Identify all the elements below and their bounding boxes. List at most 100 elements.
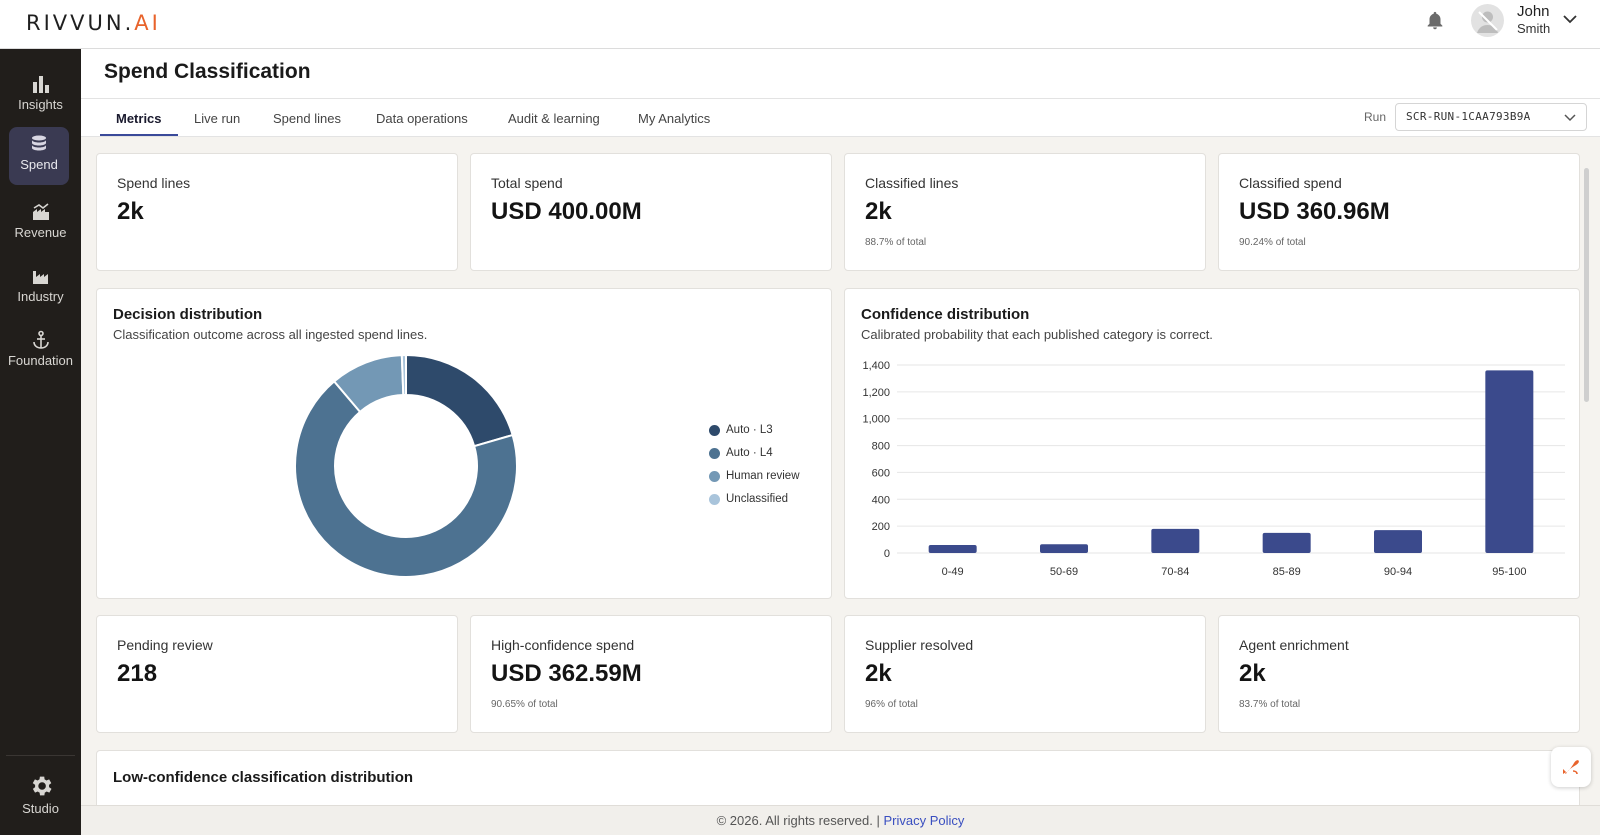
- donut-slice[interactable]: [400, 353, 407, 397]
- sidebar-item-studio[interactable]: Studio: [0, 769, 81, 829]
- x-tick-label: 95-100: [1492, 566, 1526, 578]
- legend-label: Human review: [726, 470, 800, 482]
- sidebar: Insights Spend Revenue Industry Foundati…: [0, 49, 81, 835]
- bar[interactable]: [1262, 532, 1311, 553]
- page-title: Spend Classification: [104, 60, 311, 83]
- tab-my-analytics[interactable]: My Analytics: [638, 111, 711, 126]
- brand-logo[interactable]: RIVVUN.AI: [26, 11, 161, 35]
- privacy-policy-link[interactable]: Privacy Policy: [883, 813, 965, 828]
- kpi-label: Classified lines: [865, 175, 959, 191]
- sidebar-item-label: Studio: [22, 801, 59, 816]
- sidebar-item-industry[interactable]: Industry: [0, 259, 81, 315]
- kpi-sub: 96% of total: [865, 699, 918, 710]
- low-confidence-card: Low-confidence classification distributi…: [96, 750, 1580, 810]
- run-select[interactable]: SCR-RUN-1CAA793B9A: [1395, 103, 1587, 131]
- tab-metrics[interactable]: Metrics: [116, 111, 162, 126]
- panel-title: Low-confidence classification distributi…: [113, 769, 414, 786]
- kpi-label: Pending review: [117, 637, 213, 653]
- user-placeholder-icon: [1477, 11, 1498, 33]
- kpi-sub: 88.7% of total: [865, 237, 927, 248]
- kpi-value: 2k: [117, 198, 144, 225]
- sidebar-item-label: Revenue: [14, 225, 67, 240]
- kpi-label: Classified spend: [1239, 175, 1342, 191]
- y-tick-label: 200: [872, 521, 890, 533]
- kpi-sub: 90.24% of total: [1239, 237, 1306, 248]
- x-tick-label: 85-89: [1273, 566, 1301, 578]
- kpi-label: Total spend: [491, 175, 563, 191]
- active-tab-indicator: [100, 134, 178, 136]
- user-last-name[interactable]: Smith: [1517, 21, 1551, 36]
- kpi-card-classified-spend: Classified spend USD 360.96M 90.24% of t…: [1218, 153, 1580, 271]
- y-tick-label: 1,200: [862, 387, 890, 399]
- bar-chart: 0 200 400 600 800 1,000 1,200 1,400 0-49 50-69 70-…: [862, 360, 1565, 578]
- tab-audit-learning[interactable]: Audit & learning: [508, 111, 600, 126]
- kpi-sub: 90.65% of total: [491, 699, 558, 710]
- assistant-icon: [1563, 760, 1579, 775]
- tab-spend-lines[interactable]: Spend lines: [273, 111, 341, 126]
- kpi-card-spend-lines: Spend lines 2k: [96, 153, 458, 271]
- kpi-label: Supplier resolved: [865, 637, 974, 653]
- user-first-name[interactable]: John: [1517, 3, 1550, 20]
- tab-data-operations[interactable]: Data operations: [376, 111, 468, 126]
- kpi-value: USD 360.96M: [1239, 198, 1390, 225]
- industry-icon: [32, 271, 48, 284]
- footer-copyright: © 2026. All rights reserved. |: [716, 813, 884, 828]
- bar[interactable]: [1485, 370, 1534, 553]
- run-label: Run: [1364, 110, 1387, 124]
- kpi-value: 2k: [1239, 660, 1266, 687]
- kpi-card-supplier-resolved: Supplier resolved 2k 96% of total: [844, 615, 1206, 733]
- donut-slice[interactable]: [405, 353, 514, 448]
- decision-distribution-card: Decision distribution Classification out…: [96, 288, 832, 599]
- legend-item[interactable]: Auto · L3: [709, 423, 800, 446]
- bar[interactable]: [1374, 530, 1422, 553]
- kpi-card-agent-enrichment: Agent enrichment 2k 83.7% of total: [1218, 615, 1580, 733]
- run-select-value: SCR-RUN-1CAA793B9A: [1406, 110, 1531, 123]
- panel-title: Confidence distribution: [861, 306, 1030, 323]
- kpi-value: 2k: [865, 198, 892, 225]
- sidebar-item-label: Foundation: [7, 353, 74, 368]
- donut-slice[interactable]: [294, 379, 518, 578]
- bar[interactable]: [1040, 544, 1088, 553]
- sidebar-divider: [6, 755, 75, 756]
- kpi-card-high-confidence-spend: High-confidence spend USD 362.59M 90.65%…: [470, 615, 832, 733]
- assistant-button[interactable]: [1551, 747, 1591, 787]
- bar[interactable]: [928, 544, 977, 553]
- legend-item[interactable]: Human review: [709, 469, 800, 492]
- legend-item[interactable]: Auto · L4: [709, 446, 800, 469]
- tab-bar: Metrics Live run Spend lines Data operat…: [81, 99, 1600, 137]
- kpi-label: High-confidence spend: [491, 637, 635, 653]
- scrollbar-thumb[interactable]: [1584, 168, 1589, 402]
- legend-swatch: [709, 471, 720, 482]
- page-header: Spend Classification: [81, 49, 1600, 99]
- confidence-distribution-card: Confidence distribution Calibrated proba…: [844, 288, 1580, 599]
- y-tick-label: 400: [872, 494, 890, 506]
- footer: © 2026. All rights reserved. | Privacy P…: [81, 805, 1600, 835]
- anchor-icon: [32, 330, 49, 349]
- chart-legend: Auto · L3 Auto · L4 Human review Unclass…: [709, 423, 800, 515]
- kpi-card-total-spend: Total spend USD 400.00M: [470, 153, 832, 271]
- chevron-down-icon[interactable]: [1563, 14, 1577, 24]
- x-tick-label: 90-94: [1384, 566, 1412, 578]
- bar[interactable]: [1151, 528, 1200, 553]
- y-tick-label: 0: [884, 548, 890, 560]
- sidebar-item-revenue[interactable]: Revenue: [0, 195, 81, 251]
- panel-title: Decision distribution: [113, 306, 263, 323]
- bell-icon[interactable]: [1424, 9, 1446, 33]
- panel-subtitle: Calibrated probability that each publish…: [861, 327, 1213, 342]
- sidebar-item-spend[interactable]: Spend: [9, 127, 69, 185]
- sidebar-item-foundation[interactable]: Foundation: [0, 323, 81, 379]
- gear-icon: [32, 776, 52, 796]
- avatar[interactable]: [1471, 4, 1504, 37]
- sidebar-item-label: Insights: [18, 97, 63, 112]
- kpi-card-classified-lines: Classified lines 2k 88.7% of total: [844, 153, 1206, 271]
- x-tick-label: 0-49: [942, 566, 964, 578]
- panel-subtitle: Classification outcome across all ingest…: [113, 327, 428, 342]
- sidebar-item-insights[interactable]: Insights: [0, 67, 81, 123]
- kpi-sub: 83.7% of total: [1239, 699, 1301, 710]
- legend-item[interactable]: Unclassified: [709, 492, 800, 515]
- kpi-value: 218: [117, 660, 158, 687]
- x-tick-label: 50-69: [1050, 566, 1078, 578]
- tab-live-run[interactable]: Live run: [194, 111, 241, 126]
- legend-swatch: [709, 448, 720, 459]
- donut-chart: [294, 353, 518, 578]
